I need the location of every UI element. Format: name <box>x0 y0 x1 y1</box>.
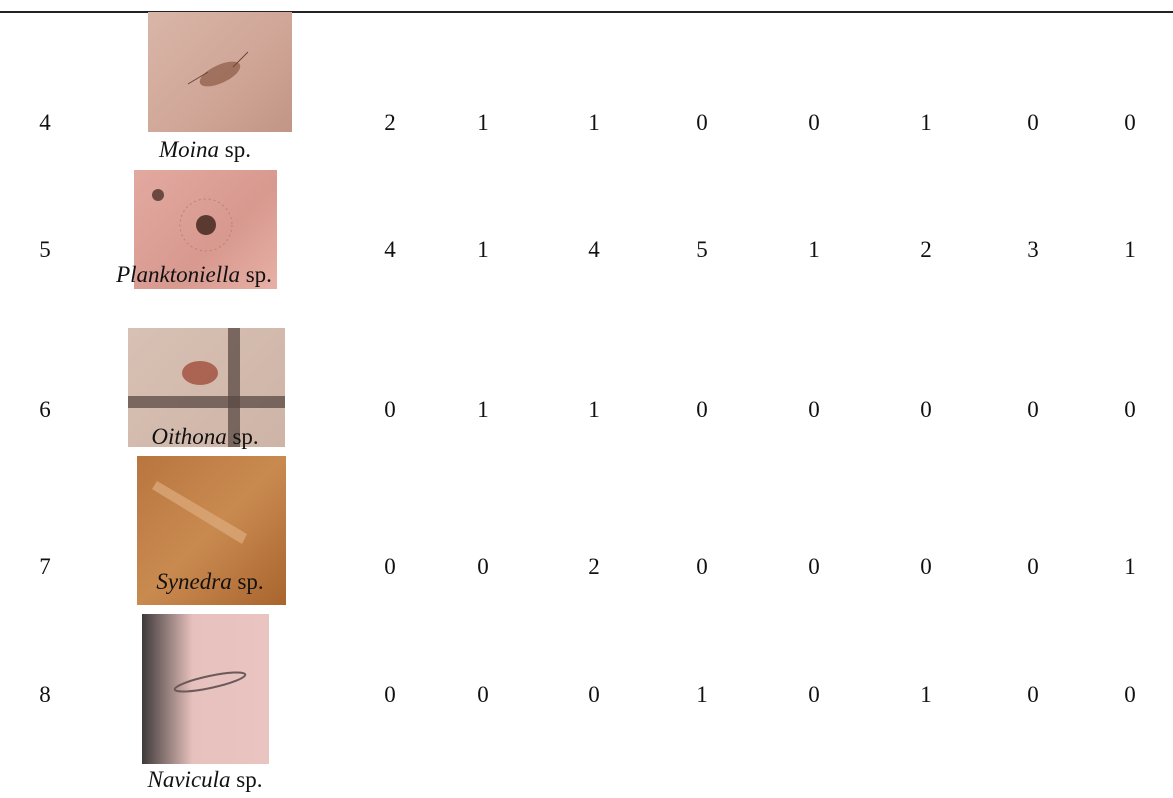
count-cell: 3 <box>1027 237 1039 262</box>
count-cell: 0 <box>1124 110 1136 135</box>
count-cell: 0 <box>384 554 396 579</box>
count-cell: 1 <box>588 110 600 135</box>
row-number: 8 <box>39 682 51 707</box>
genus: Oithona <box>151 424 227 449</box>
count-cell: 1 <box>477 110 489 135</box>
count-cell: 1 <box>477 397 489 422</box>
count-cell: 0 <box>808 682 820 707</box>
specimen-photo <box>134 170 277 289</box>
count-cell: 4 <box>588 237 600 262</box>
suffix: sp. <box>232 424 259 449</box>
count-cell: 0 <box>696 554 708 579</box>
count-cell: 0 <box>696 110 708 135</box>
suffix: sp. <box>237 569 264 594</box>
row-number: 7 <box>39 554 51 579</box>
count-cell: 0 <box>1027 110 1039 135</box>
species-name: Navicula sp. <box>148 767 263 793</box>
photo-content <box>173 671 247 693</box>
count-cell: 1 <box>1124 237 1136 262</box>
count-cell: 0 <box>1027 397 1039 422</box>
count-cell: 5 <box>696 237 708 262</box>
species-name: Oithona sp. <box>151 424 258 450</box>
row-number: 4 <box>39 110 51 135</box>
specimen-photo <box>137 456 286 605</box>
count-cell: 0 <box>477 682 489 707</box>
count-cell: 0 <box>1027 682 1039 707</box>
photo-content <box>152 481 247 544</box>
genus: Navicula <box>147 767 231 792</box>
count-cell: 0 <box>920 554 932 579</box>
row-number: 6 <box>39 397 51 422</box>
count-cell: 0 <box>1124 682 1136 707</box>
count-cell: 1 <box>696 682 708 707</box>
count-cell: 0 <box>920 397 932 422</box>
top-rule <box>0 11 1173 13</box>
count-cell: 1 <box>920 110 932 135</box>
count-cell: 1 <box>588 397 600 422</box>
count-cell: 1 <box>920 682 932 707</box>
suffix: sp. <box>245 262 272 287</box>
photo-content <box>187 51 249 87</box>
photo-content <box>128 328 285 447</box>
count-cell: 1 <box>477 237 489 262</box>
count-cell: 0 <box>1124 397 1136 422</box>
suffix: sp. <box>224 137 252 162</box>
count-cell: 0 <box>384 682 396 707</box>
count-cell: 2 <box>384 110 396 135</box>
count-cell: 0 <box>808 397 820 422</box>
species-name: Synedra sp. <box>156 569 263 595</box>
specimen-photo <box>142 614 269 764</box>
species-name: Planktoniella sp. <box>116 262 272 288</box>
genus: Planktoniella <box>116 262 240 287</box>
suffix: sp. <box>236 767 263 792</box>
count-cell: 0 <box>588 682 600 707</box>
photo-content <box>152 189 233 252</box>
specimen-photo <box>128 328 285 447</box>
count-cell: 0 <box>808 554 820 579</box>
count-cell: 2 <box>588 554 600 579</box>
count-cell: 0 <box>384 397 396 422</box>
genus: Synedra <box>156 569 232 594</box>
count-cell: 0 <box>808 110 820 135</box>
row-number: 5 <box>39 237 51 262</box>
count-cell: 4 <box>384 237 396 262</box>
count-cell: 0 <box>1027 554 1039 579</box>
count-cell: 1 <box>1124 554 1136 579</box>
genus: Moina <box>158 137 220 162</box>
count-cell: 0 <box>696 397 708 422</box>
count-cell: 2 <box>920 237 932 262</box>
species-name: Moina sp. <box>159 137 251 163</box>
count-cell: 1 <box>808 237 820 262</box>
specimen-photo <box>148 12 292 132</box>
count-cell: 0 <box>477 554 489 579</box>
